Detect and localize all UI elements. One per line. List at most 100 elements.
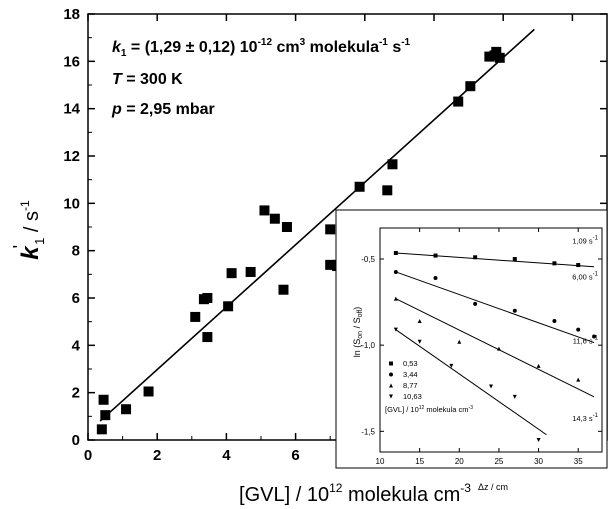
inset-x-tick-label: 30 [534,457,543,466]
inset-rate-label: 6,00 s-1 [572,272,598,282]
main-data-points [96,46,505,435]
inset-legend-marker [389,361,393,366]
main-data-point [226,268,237,279]
inset-data-point [496,346,501,351]
main-data-point [382,185,393,196]
inset-data-point [552,319,557,324]
rate-constant-annotation: k1 = (1,29 ± 0,12) 10-12 cm3 molekula-1 … [112,37,411,59]
main-y-tick-label: 4 [72,337,81,354]
inset-data-point [576,377,581,382]
main-data-point [325,259,336,270]
inset-legend-label: 8,77 [403,381,418,390]
main-x-axis-label: [GVL] / 1012 molekula cm-3 [239,481,471,506]
main-data-point [121,404,132,415]
inset-data-point [576,327,581,332]
inset-data-point [393,296,398,301]
main-y-axis-label: k'1 / s-1 [10,200,47,260]
main-data-point [484,51,495,62]
main-data-point [278,284,289,295]
inset-rate-label: 14,3 s-1 [572,413,598,423]
inset-axes: 10 15 20 25 30 35 -0,5 -1,0 -1,5 [361,227,603,466]
main-y-tick-label: 10 [63,195,80,212]
inset-data-point [512,394,517,399]
inset-y-axis-label: ln (Son / Soff) [352,307,364,357]
inset-data-point [473,301,478,306]
inset-data-point [417,339,422,344]
main-fit-line [99,28,535,422]
inset-data-point [536,363,541,368]
inset-data-point [576,263,581,268]
inset-legend-title: [GVL] / 1012 molekula cm-3 [385,405,473,414]
inset-rate-label: 11,6 s-1 [573,335,599,345]
inset-panel [335,209,608,469]
inset-x-tick-label: 35 [574,457,583,466]
inset-fit-lines [395,252,595,436]
inset-data-point [457,339,462,344]
main-data-point [98,394,109,405]
inset-y-tick-label: -0,5 [361,255,375,264]
main-data-point [245,266,256,277]
main-y-tick-label: 14 [63,101,80,118]
main-data-point [491,46,502,57]
main-data-point [259,205,270,216]
inset-fit-line [395,252,595,268]
inset-legend-marker [389,372,393,377]
inset-x-axis-label: Δz / cm [478,482,508,492]
main-y-tick-label: 0 [72,432,80,449]
inset-x-tick-label: 10 [376,457,385,466]
inset-legend-label: 3,44 [403,370,418,379]
inset-x-tick-label: 15 [415,457,424,466]
inset-x-tick-label: 25 [494,457,503,466]
inset-rate-label: 1,09 s-1 [572,236,598,246]
main-x-tick-label: 6 [291,447,299,464]
inset-legend: 0,53 3,44 8,77 10,63 [GVL] / 1012 molekula c… [385,359,473,414]
inset-data-point [473,255,478,260]
inset-data-point [393,327,398,332]
main-data-point [143,386,154,397]
inset-legend-label: 10,63 [403,392,422,401]
main-y-tick-label: 16 [63,53,80,70]
inset-data-point [489,384,493,389]
inset-data-point [417,319,422,324]
inset-data-points [393,250,597,442]
main-data-point [223,301,234,312]
main-y-tick-label: 18 [63,6,80,23]
main-data-point [100,410,111,421]
main-x-tick-label: 4 [222,447,231,464]
temperature-annotation: T = 300 K [112,71,183,88]
inset-data-point [536,437,541,442]
inset-y-tick-label: -1,0 [361,341,375,350]
main-y-tick-label: 12 [63,148,80,165]
main-data-point [202,293,213,303]
main-data-point [269,213,280,224]
main-fit-line-group [99,28,535,422]
pressure-annotation: p = 2,95 mbar [111,101,215,118]
main-y-tick-label: 8 [72,243,80,260]
inset-data-point [393,250,398,255]
inset-data-point [449,363,454,368]
main-data-point [202,332,213,343]
main-x-tick-label: 0 [84,447,92,464]
main-y-tick-label: 6 [72,290,80,307]
main-x-tick-label: 2 [153,447,161,464]
main-data-point [325,224,336,235]
main-data-point [494,52,505,63]
main-data-point [190,311,201,322]
inset-fit-line [395,329,547,436]
inset-data-point [433,275,438,280]
inset-data-point [592,334,597,339]
inset-x-tick-label: 20 [455,457,464,466]
inset-data-point [552,261,557,266]
inset-legend-label: 0,53 [403,359,418,368]
main-data-point [453,96,464,107]
inset-data-point [433,253,438,258]
inset-fit-line [395,298,595,398]
inset-data-point [512,257,517,262]
inset-legend-marker [389,383,393,388]
main-data-point [465,81,476,92]
inset-data-point [393,269,398,274]
main-data-point [387,159,398,170]
inset-fit-line [395,271,595,344]
inset-rate-labels: 1,09 s-1 6,00 s-1 11,6 s-1 14,3 s-1 [572,236,598,423]
